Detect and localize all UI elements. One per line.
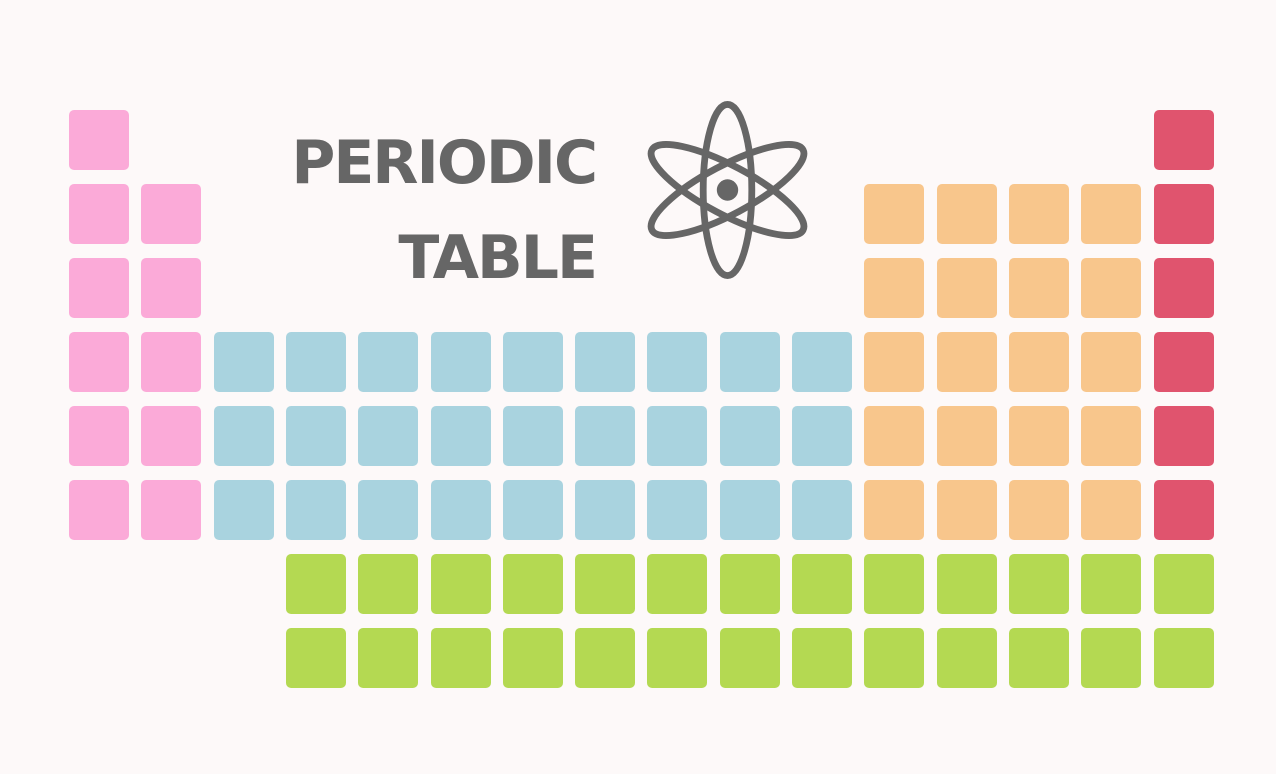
element-cell-green	[430, 554, 491, 614]
element-cell-orange	[864, 332, 925, 392]
element-cell-pink	[69, 332, 129, 392]
element-cell-pink	[141, 480, 202, 540]
element-cell-blue	[792, 480, 852, 540]
element-cell-red	[1153, 332, 1214, 392]
element-cell-red	[1153, 110, 1214, 170]
element-cell-blue	[575, 480, 636, 540]
element-cell-blue	[719, 406, 780, 466]
element-cell-blue	[647, 406, 708, 466]
element-cell-blue	[285, 332, 346, 392]
element-cell-orange	[1081, 184, 1142, 244]
element-cell-blue	[719, 480, 780, 540]
element-cell-green	[430, 628, 491, 688]
title-line-2: TABLE	[398, 223, 598, 293]
element-cell-green	[1081, 628, 1142, 688]
element-cell-pink	[141, 406, 202, 466]
element-cell-green	[1008, 554, 1069, 614]
element-cell-pink	[141, 184, 202, 244]
element-cell-orange	[1081, 258, 1142, 318]
element-cell-orange	[1081, 332, 1142, 392]
element-cell-green	[719, 628, 780, 688]
element-cell-orange	[864, 480, 925, 540]
element-cell-orange	[864, 406, 925, 466]
element-cell-orange	[936, 258, 997, 318]
element-cell-red	[1153, 406, 1214, 466]
element-cell-green	[1153, 628, 1214, 688]
element-cell-blue	[285, 480, 346, 540]
element-cell-blue	[430, 332, 491, 392]
element-cell-green	[647, 628, 708, 688]
element-cell-blue	[358, 480, 419, 540]
element-cell-green	[358, 554, 419, 614]
element-cell-orange	[936, 184, 997, 244]
element-cell-blue	[285, 406, 346, 466]
element-cell-blue	[213, 480, 274, 540]
element-cell-blue	[358, 406, 419, 466]
element-cell-blue	[792, 406, 852, 466]
element-cell-orange	[1008, 184, 1069, 244]
element-cell-green	[1008, 628, 1069, 688]
element-cell-blue	[213, 406, 274, 466]
element-cell-blue	[792, 332, 852, 392]
element-cell-green	[1153, 554, 1214, 614]
element-cell-blue	[358, 332, 419, 392]
element-cell-blue	[502, 480, 563, 540]
element-cell-blue	[719, 332, 780, 392]
element-cell-green	[792, 628, 852, 688]
element-cell-blue	[575, 332, 636, 392]
element-cell-pink	[141, 332, 202, 392]
element-cell-orange	[1008, 332, 1069, 392]
element-cell-orange	[1081, 406, 1142, 466]
element-cell-green	[285, 554, 346, 614]
element-cell-orange	[864, 184, 925, 244]
element-cell-orange	[1081, 480, 1142, 540]
element-cell-pink	[141, 258, 202, 318]
element-cell-green	[936, 554, 997, 614]
element-cell-red	[1153, 184, 1214, 244]
element-cell-blue	[647, 332, 708, 392]
atom-icon	[647, 101, 808, 279]
element-cell-orange	[1008, 406, 1069, 466]
element-cell-pink	[69, 258, 129, 318]
element-cell-pink	[69, 184, 129, 244]
element-cell-green	[358, 628, 419, 688]
element-cell-orange	[864, 258, 925, 318]
element-cell-pink	[69, 406, 129, 466]
element-cell-pink	[69, 480, 129, 540]
element-cell-orange	[936, 406, 997, 466]
element-cell-orange	[1008, 480, 1069, 540]
element-cell-red	[1153, 258, 1214, 318]
element-cell-orange	[936, 480, 997, 540]
element-cell-green	[285, 628, 346, 688]
element-cell-orange	[936, 332, 997, 392]
element-cell-green	[792, 554, 852, 614]
title-line-1: PERIODIC	[291, 128, 598, 198]
element-cell-green	[502, 628, 563, 688]
element-cell-blue	[502, 406, 563, 466]
element-cell-blue	[430, 480, 491, 540]
element-cell-green	[575, 554, 636, 614]
element-cell-red	[1153, 480, 1214, 540]
element-cell-blue	[213, 332, 274, 392]
element-cell-green	[864, 628, 925, 688]
element-cell-blue	[647, 480, 708, 540]
element-cell-green	[1081, 554, 1142, 614]
element-cell-green	[936, 628, 997, 688]
element-cell-blue	[575, 406, 636, 466]
element-cell-green	[502, 554, 563, 614]
element-cell-pink	[69, 110, 129, 170]
element-cell-orange	[1008, 258, 1069, 318]
element-cell-green	[864, 554, 925, 614]
element-cell-green	[719, 554, 780, 614]
element-cell-blue	[430, 406, 491, 466]
element-cell-blue	[502, 332, 563, 392]
element-cell-green	[647, 554, 708, 614]
element-cell-green	[575, 628, 636, 688]
